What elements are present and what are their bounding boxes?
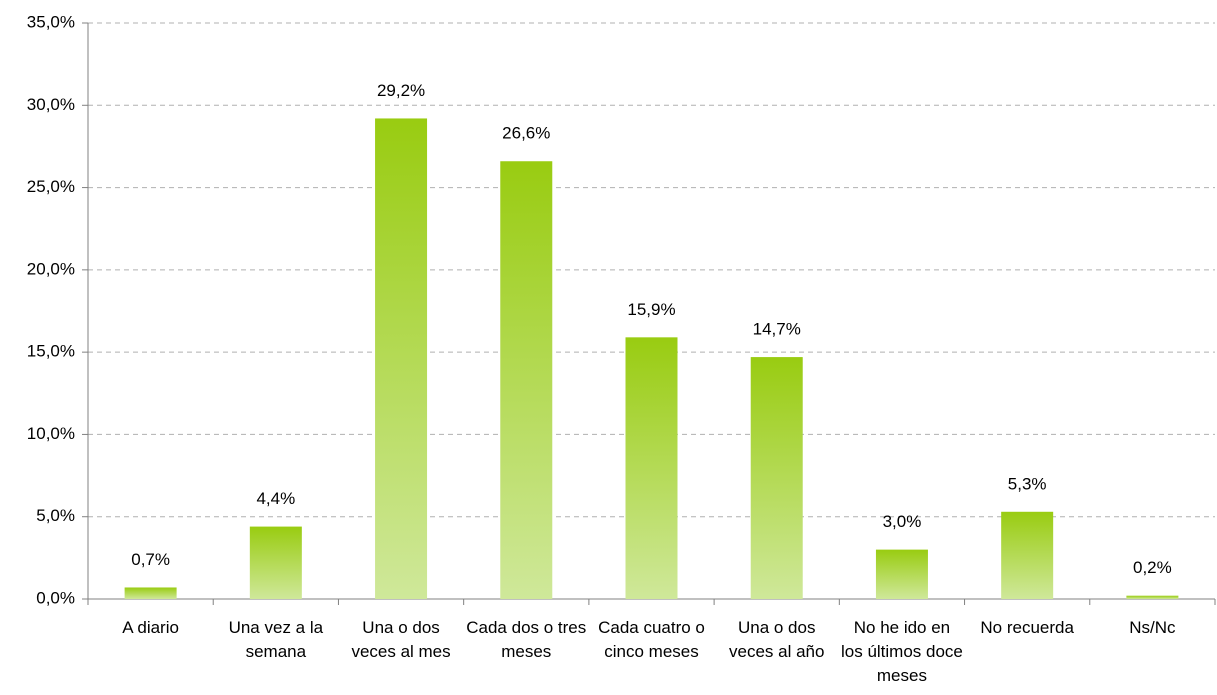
x-tick-label: Una o dos veces al mes xyxy=(351,618,451,661)
bar xyxy=(500,161,553,600)
y-tick-label: 15,0% xyxy=(27,342,75,361)
data-label: 15,9% xyxy=(627,300,675,319)
bar xyxy=(375,118,428,600)
y-tick-label: 35,0% xyxy=(27,12,75,31)
data-label: 4,4% xyxy=(256,489,295,508)
x-tick-label: No he ido en los últimos doce meses xyxy=(840,618,963,685)
bar xyxy=(625,337,678,599)
data-label: 14,7% xyxy=(753,320,801,339)
data-label: 3,0% xyxy=(883,512,922,531)
bar xyxy=(1001,511,1054,599)
bar xyxy=(124,587,177,599)
data-label: 5,3% xyxy=(1008,474,1047,493)
x-tick-label: Cada cuatro o cinco meses xyxy=(598,618,705,661)
data-label: 0,2% xyxy=(1133,558,1172,577)
bar xyxy=(750,357,803,599)
bar xyxy=(1126,595,1179,599)
y-tick-label: 10,0% xyxy=(27,424,75,443)
y-tick-label: 25,0% xyxy=(27,177,75,196)
bar xyxy=(875,549,928,599)
data-label: 29,2% xyxy=(377,81,425,100)
x-tick-label: No recuerda xyxy=(980,618,1074,637)
x-tick-label: A diario xyxy=(122,618,179,637)
y-tick-label: 20,0% xyxy=(27,259,75,278)
x-tick-label: Ns/Nc xyxy=(1129,618,1176,637)
data-label: 26,6% xyxy=(502,124,550,143)
y-tick-label: 0,0% xyxy=(36,588,75,607)
x-tick-label: Una vez a la semana xyxy=(228,618,324,661)
bar xyxy=(249,526,302,599)
y-tick-label: 30,0% xyxy=(27,95,75,114)
x-tick-label: Cada dos o tres meses xyxy=(466,618,587,661)
y-tick-label: 5,0% xyxy=(36,506,75,525)
x-tick-label: Una o dos veces al año xyxy=(728,618,825,661)
data-label: 0,7% xyxy=(131,550,170,569)
